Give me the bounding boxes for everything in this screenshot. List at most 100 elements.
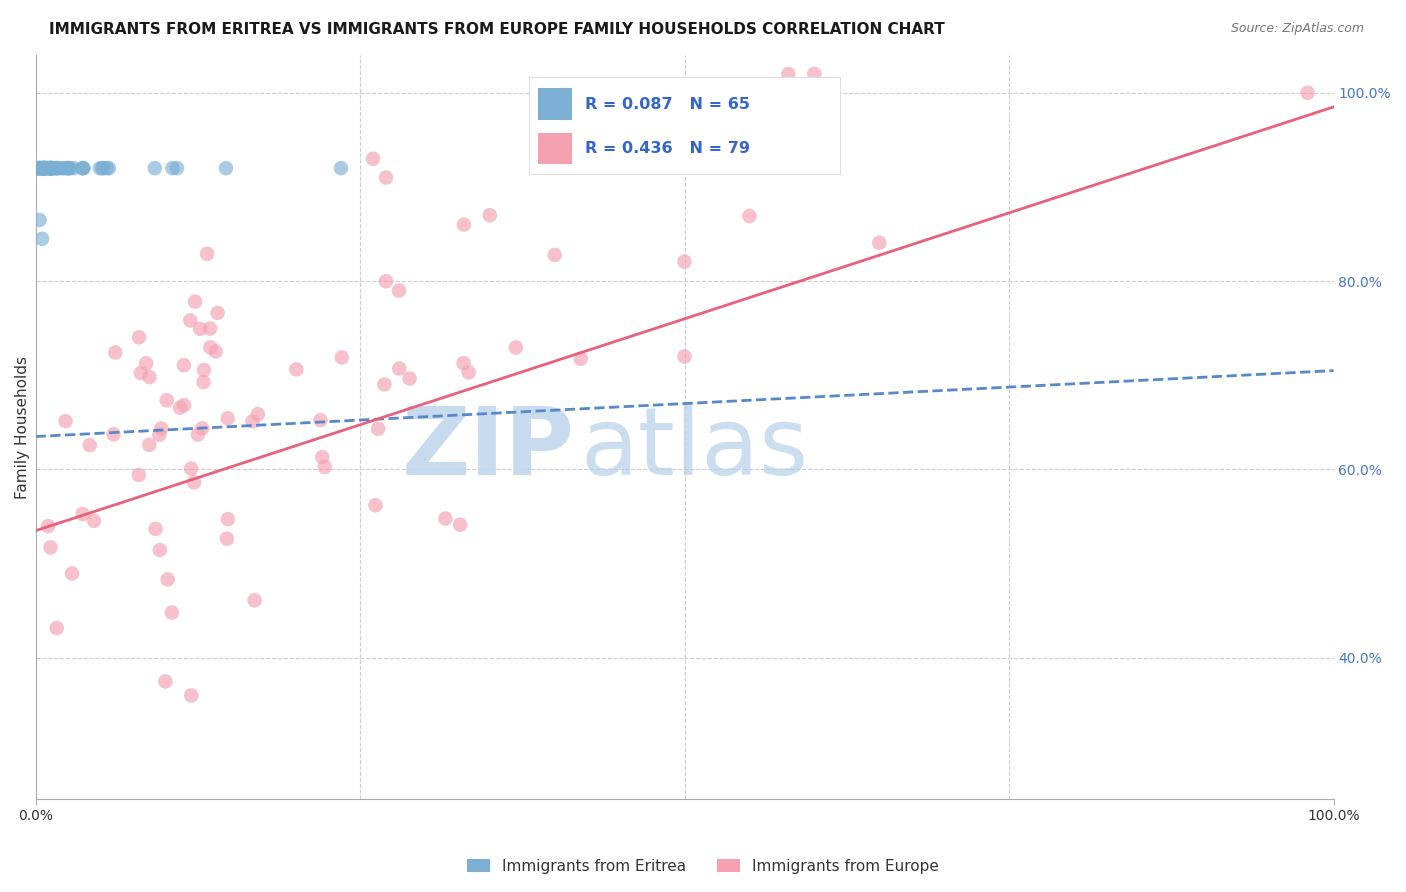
Point [138,370,160,384]
Point [32,161,55,175]
Point [173,398,195,412]
Point [91,161,114,175]
Point [32,161,55,175]
Point [128,467,150,482]
Point [58,161,80,175]
Point [34,161,56,175]
Point [778,67,800,81]
Point [28,161,51,175]
Point [314,459,336,474]
Point [32,161,55,175]
Point [609,152,631,166]
Point [187,427,209,442]
Point [129,366,152,380]
Point [285,362,308,376]
Point [195,247,218,261]
Point [162,161,184,175]
Text: Source: ZipAtlas.com: Source: ZipAtlas.com [1230,22,1364,36]
Point [188,322,211,336]
Point [367,422,389,436]
Point [330,351,353,365]
Point [25,161,48,175]
Point [198,321,221,335]
Point [330,161,353,175]
Point [243,593,266,607]
Point [72,161,94,175]
Point [31,232,53,246]
Point [48,161,70,175]
Y-axis label: Family Households: Family Households [15,356,30,499]
Point [544,248,567,262]
Point [39,161,62,175]
Point [97,161,120,175]
Point [39,161,62,175]
Point [34,161,56,175]
Point [72,161,94,175]
Point [215,532,238,546]
Point [217,411,239,425]
Point [60,566,83,581]
Point [217,512,239,526]
Point [39,161,62,175]
Point [37,161,59,175]
Point [478,208,501,222]
Point [37,161,59,175]
Point [59,161,82,175]
Point [148,427,170,442]
Point [204,344,226,359]
Point [169,401,191,415]
Point [56,161,79,175]
Point [83,514,105,528]
Point [89,161,111,175]
Point [434,511,457,525]
Text: atlas: atlas [581,403,808,495]
Point [145,522,167,536]
Point [39,161,62,175]
Point [35,161,58,175]
Point [31,161,53,175]
Point [32,161,55,175]
Point [38,161,60,175]
Point [39,541,62,555]
Point [41,161,63,175]
Point [193,375,215,389]
Point [155,674,177,689]
Point [179,313,201,327]
Point [449,517,471,532]
Point [27,161,49,175]
Point [191,421,214,435]
Point [673,254,696,268]
Point [453,218,475,232]
Point [364,498,387,512]
Point [41,161,63,175]
Point [34,161,56,175]
Point [207,306,229,320]
Legend: Immigrants from Eritrea, Immigrants from Europe: Immigrants from Eritrea, Immigrants from… [461,853,945,880]
Point [738,209,761,223]
Point [32,161,55,175]
Point [38,161,60,175]
Point [28,161,51,175]
Point [58,161,80,175]
Point [143,161,166,175]
Point [55,414,77,428]
Point [200,340,222,354]
Point [28,161,51,175]
Point [96,161,118,175]
Point [79,438,101,452]
Point [45,161,67,175]
Point [32,161,55,175]
Point [309,413,332,427]
Text: IMMIGRANTS FROM ERITREA VS IMMIGRANTS FROM EUROPE FAMILY HOUSEHOLDS CORRELATION : IMMIGRANTS FROM ERITREA VS IMMIGRANTS FR… [49,22,945,37]
Point [135,356,157,370]
Point [128,330,150,344]
Point [193,363,215,377]
Point [673,350,696,364]
Point [42,161,65,175]
Point [28,213,51,227]
Point [361,152,384,166]
Point [803,67,825,81]
Point [868,235,890,250]
Point [457,365,479,379]
Point [246,407,269,421]
